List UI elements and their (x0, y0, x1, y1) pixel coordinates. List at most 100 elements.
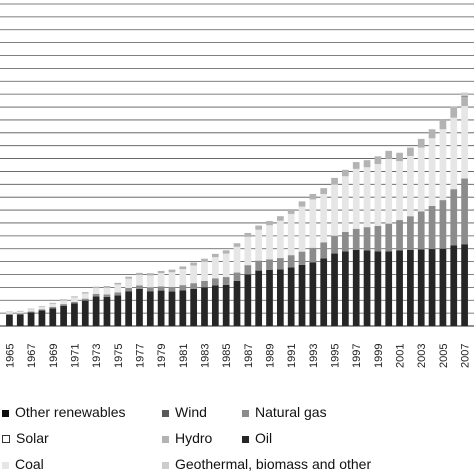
bar-segment-oil-1975 (114, 295, 122, 326)
legend-swatch-other-renewables (2, 409, 9, 417)
bar-segment-hydro-2003 (417, 138, 425, 148)
bar-segment-coal-1977 (136, 274, 143, 286)
bar-segment-coal-1999 (374, 164, 382, 226)
bar-segment-coal-2003 (417, 147, 425, 212)
bar-segment-natural-gas-1986 (233, 272, 241, 281)
bar-segment-hydro-2002 (407, 147, 414, 156)
legend-label-oil: Oil (255, 430, 273, 446)
bar-segment-coal-1988 (255, 229, 263, 261)
bar-segment-natural-gas-1988 (255, 260, 263, 271)
bar-segment-coal-1967 (27, 309, 35, 312)
legend-swatch-oil (242, 435, 249, 443)
x-tick-label: 2001 (395, 344, 407, 368)
legend-label-natural-gas: Natural gas (255, 404, 327, 420)
bar-segment-oil-1991 (287, 267, 295, 326)
x-tick-labels: 1965 1967 1969 1971 1973 1975 1977 1979 1981 1983… (4, 344, 471, 368)
legend-item-geothermal: Geothermal, biomass and other (162, 456, 371, 472)
bar-segment-hydro-1985 (222, 250, 230, 254)
bar-segment-natural-gas-1979 (157, 286, 165, 291)
legend-label-hydro: Hydro (175, 430, 213, 446)
bar-segment-oil-1979 (157, 290, 165, 326)
bar-segment-oil-1976 (125, 291, 132, 326)
bar-segment-hydro-1971 (71, 296, 78, 298)
bar-segment-oil-1985 (222, 284, 230, 326)
bar-segment-geothermal-biomass-and-other-2006 (450, 106, 458, 108)
bar-segment-hydro-1982 (190, 262, 198, 266)
bar-segment-oil-2002 (407, 250, 414, 326)
bar-segment-oil-1972 (81, 300, 89, 326)
bar-segment-natural-gas-1981 (179, 285, 187, 291)
x-tick-label: 2007 (460, 344, 472, 368)
legend-swatch-coal (2, 461, 9, 469)
bar-segment-coal-2006 (450, 117, 458, 190)
bar-segment-oil-2003 (417, 249, 425, 326)
bar-segment-oil-2007 (461, 244, 468, 326)
bar-segment-coal-2002 (407, 155, 414, 217)
x-tick-label: 1977 (134, 344, 146, 368)
bar-segment-natural-gas-1993 (309, 247, 317, 263)
bar-segment-coal-1979 (157, 273, 165, 287)
bar-segment-coal-1992 (298, 206, 306, 252)
bar-segment-natural-gas-2003 (417, 211, 425, 250)
bar-segment-oil-1966 (16, 314, 24, 326)
bar-segment-oil-1981 (179, 290, 187, 326)
bar-segment-oil-1967 (27, 312, 35, 326)
x-tick-label: 1965 (4, 344, 16, 368)
bar-segment-natural-gas-1989 (266, 259, 273, 270)
bar-segment-oil-1974 (103, 297, 111, 326)
bar-segment-natural-gas-2001 (396, 220, 403, 251)
bar-segment-oil-1999 (374, 251, 382, 326)
bar-segment-natural-gas-1980 (168, 287, 176, 292)
bar-segment-coal-2001 (396, 161, 403, 221)
bar-segment-coal-1985 (222, 253, 230, 278)
bar-segment-hydro-1976 (125, 276, 132, 279)
bar-segment-oil-1978 (146, 291, 154, 326)
bar-segment-hydro-2007 (461, 96, 468, 107)
bar-segment-coal-1975 (114, 284, 122, 293)
bar-segment-hydro-1970 (60, 299, 67, 301)
bar-segment-oil-1973 (92, 296, 100, 326)
bar-segment-oil-1984 (211, 285, 219, 326)
bar-segment-natural-gas-1967 (27, 311, 35, 313)
legend-item-hydro: Hydro (162, 430, 212, 446)
bar-segment-coal-1995 (331, 184, 338, 236)
bar-segment-hydro-1969 (49, 302, 57, 304)
bar-segment-natural-gas-1982 (190, 283, 198, 289)
legend-swatch-solar (2, 435, 10, 444)
bar-segment-hydro-1997 (352, 162, 360, 169)
legend-label-geothermal: Geothermal, biomass and other (175, 456, 372, 472)
x-tick-label: 1979 (156, 344, 168, 368)
bar-segment-natural-gas-2006 (450, 189, 458, 246)
bar-segment-hydro-2004 (428, 129, 436, 139)
bar-segment-oil-1971 (71, 303, 78, 326)
bar-segment-natural-gas-1969 (49, 307, 57, 309)
bar-segment-coal-1986 (233, 246, 241, 273)
bar-segment-hydro-1995 (331, 177, 338, 185)
bar-segment-oil-2000 (385, 251, 393, 326)
bar-segment-hydro-1988 (255, 225, 263, 230)
bar-segment-hydro-1968 (38, 306, 46, 307)
bar-segment-oil-1965 (6, 314, 13, 326)
x-tick-label: 1999 (373, 344, 385, 368)
bar-segment-coal-1981 (179, 269, 187, 286)
bar-segment-natural-gas-1974 (103, 294, 111, 298)
legend-label-solar: Solar (16, 430, 49, 446)
bar-segment-oil-1989 (266, 269, 273, 326)
bar-segment-hydro-1999 (374, 156, 382, 165)
stacked-bar-chart: 1965 1967 1969 1971 1973 1975 1977 1979 1981 1983… (0, 3, 474, 368)
bar-segment-hydro-1993 (309, 193, 317, 200)
bar-segment-oil-1987 (244, 274, 252, 326)
bar-segment-natural-gas-1976 (125, 288, 132, 292)
legend-item-solar: Solar (2, 430, 49, 446)
bar-segment-coal-1978 (146, 275, 154, 288)
bar-segment-natural-gas-1978 (146, 287, 154, 292)
bar-segment-hydro-1984 (211, 253, 219, 258)
legend-label-other-renewables: Other renewables (15, 404, 126, 420)
bar-segment-natural-gas-1987 (244, 265, 252, 275)
bar-segment-natural-gas-2000 (385, 223, 393, 252)
bar-segment-hydro-1979 (157, 270, 165, 274)
bar-segment-oil-2006 (450, 245, 458, 326)
bar-segment-hydro-1980 (168, 269, 176, 273)
bar-segment-hydro-1994 (320, 188, 328, 194)
bar-segment-hydro-1989 (266, 221, 273, 226)
